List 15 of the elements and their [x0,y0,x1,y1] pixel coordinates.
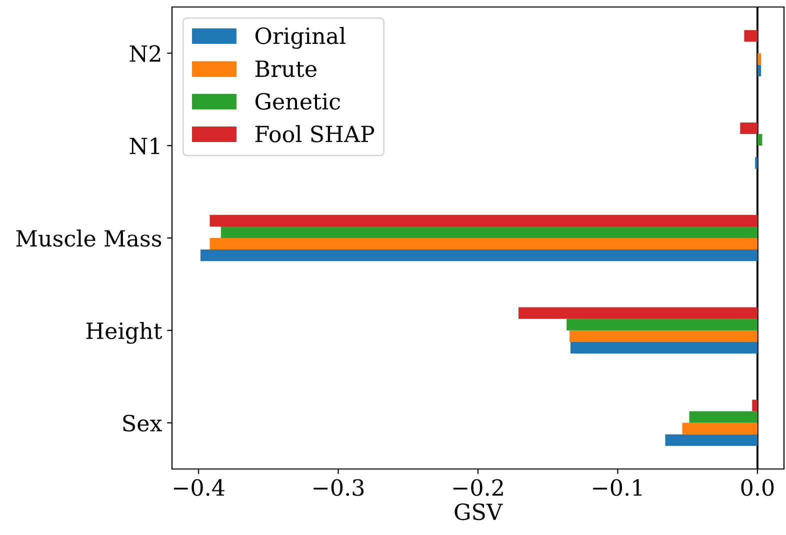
legend-label: Original [255,27,346,49]
y-tick-label: Muscle Mass [16,230,162,247]
legend-label: Brute [255,60,316,78]
legend-label: Fool SHAP [255,125,374,142]
legend-label: Genetic [255,92,340,110]
y-tick-label: Sex [123,414,162,432]
x-axis-title: GSV [454,503,503,520]
x-tick-label: 0.0 [741,479,774,496]
x-tick-label: −0.2 [453,479,503,496]
y-tick-label: N1 [130,138,160,154]
x-tick-label: −0.1 [593,479,642,496]
y-tick-label: Height [86,322,162,344]
x-tick-label: −0.4 [174,479,224,496]
y-tick-label: N2 [130,45,160,62]
x-tick-label: −0.3 [314,479,364,496]
